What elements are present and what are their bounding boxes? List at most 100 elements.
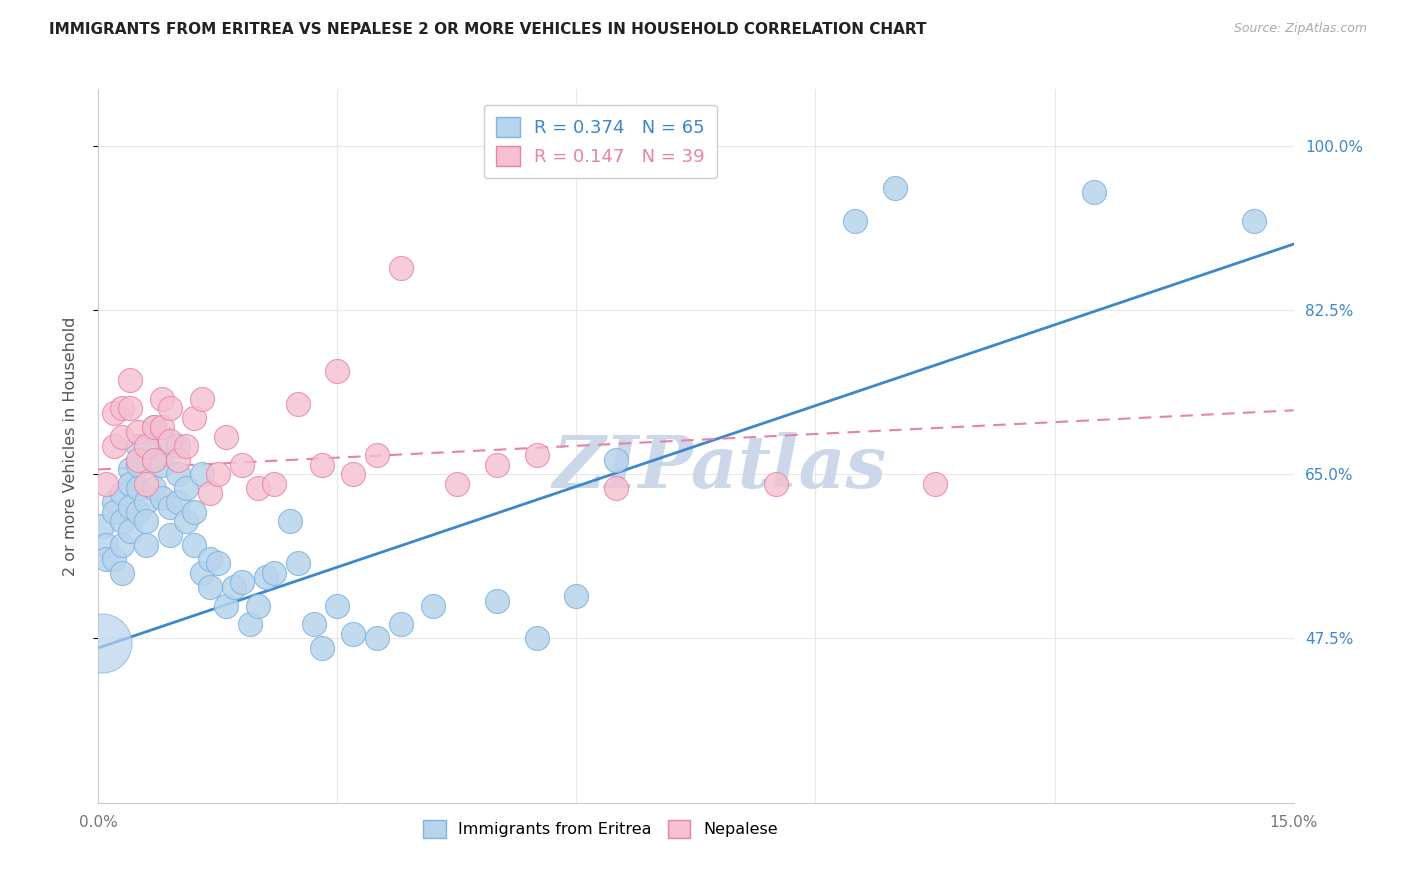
Point [120,401,142,416]
Point [1243,213,1265,227]
Point [96,476,118,491]
Point [311,458,333,472]
Point [884,181,907,195]
Point [127,458,149,472]
Point [198,551,221,566]
Point [422,599,444,613]
Text: Source: ZipAtlas.com: Source: ZipAtlas.com [1233,22,1367,36]
Point [239,617,262,632]
Point [135,514,157,528]
Point [1083,186,1105,200]
Point [111,429,134,443]
Point [174,514,197,528]
Point [143,453,166,467]
Point [287,397,309,411]
Point [389,260,412,275]
Point [143,420,166,434]
Point [150,429,173,443]
Point [605,481,627,495]
Point [215,599,238,613]
Point [127,453,149,467]
Point [263,566,285,580]
Point [485,594,508,608]
Point [198,580,221,594]
Point [111,538,134,552]
Point [198,486,221,500]
Point [207,557,229,571]
Point [278,514,301,528]
Point [342,467,364,482]
Point [111,514,134,528]
Point [103,495,125,509]
Point [526,449,548,463]
Point [111,566,134,580]
Point [103,406,125,420]
Text: IMMIGRANTS FROM ERITREA VS NEPALESE 2 OR MORE VEHICLES IN HOUSEHOLD CORRELATION : IMMIGRANTS FROM ERITREA VS NEPALESE 2 OR… [49,22,927,37]
Point [174,439,197,453]
Point [120,500,142,514]
Point [135,538,157,552]
Point [103,439,125,453]
Point [389,617,412,632]
Point [263,476,285,491]
Point [150,458,173,472]
Point [215,429,238,443]
Point [183,410,205,425]
Point [311,640,333,655]
Point [150,420,173,434]
Point [159,528,181,542]
Point [91,636,114,650]
Point [167,495,190,509]
Point [143,481,166,495]
Point [127,481,149,495]
Point [844,213,866,227]
Point [96,538,118,552]
Legend: Immigrants from Eritrea, Nepalese: Immigrants from Eritrea, Nepalese [416,814,785,845]
Point [103,505,125,519]
Point [150,491,173,505]
Point [207,467,229,482]
Point [246,599,269,613]
Point [246,481,269,495]
Point [135,439,157,453]
Point [191,566,214,580]
Point [302,617,325,632]
Point [135,495,157,509]
Point [231,458,253,472]
Point [120,462,142,476]
Point [120,524,142,538]
Point [111,401,134,416]
Point [167,467,190,482]
Point [120,476,142,491]
Point [326,599,349,613]
Point [366,449,388,463]
Point [287,557,309,571]
Point [191,467,214,482]
Point [254,570,277,584]
Point [191,392,214,406]
Point [96,551,118,566]
Point [183,538,205,552]
Point [174,481,197,495]
Point [231,575,253,590]
Point [143,420,166,434]
Point [103,551,125,566]
Point [167,453,190,467]
Point [127,425,149,439]
Point [765,476,787,491]
Point [167,439,190,453]
Point [446,476,468,491]
Point [526,632,548,646]
Y-axis label: 2 or more Vehicles in Household: 2 or more Vehicles in Household [63,317,77,575]
Text: ZIPatlas: ZIPatlas [553,432,887,503]
Point [366,632,388,646]
Point [127,505,149,519]
Point [924,476,946,491]
Point [143,453,166,467]
Point [150,392,173,406]
Point [222,580,245,594]
Point [565,589,588,603]
Point [159,401,181,416]
Point [120,373,142,387]
Point [159,500,181,514]
